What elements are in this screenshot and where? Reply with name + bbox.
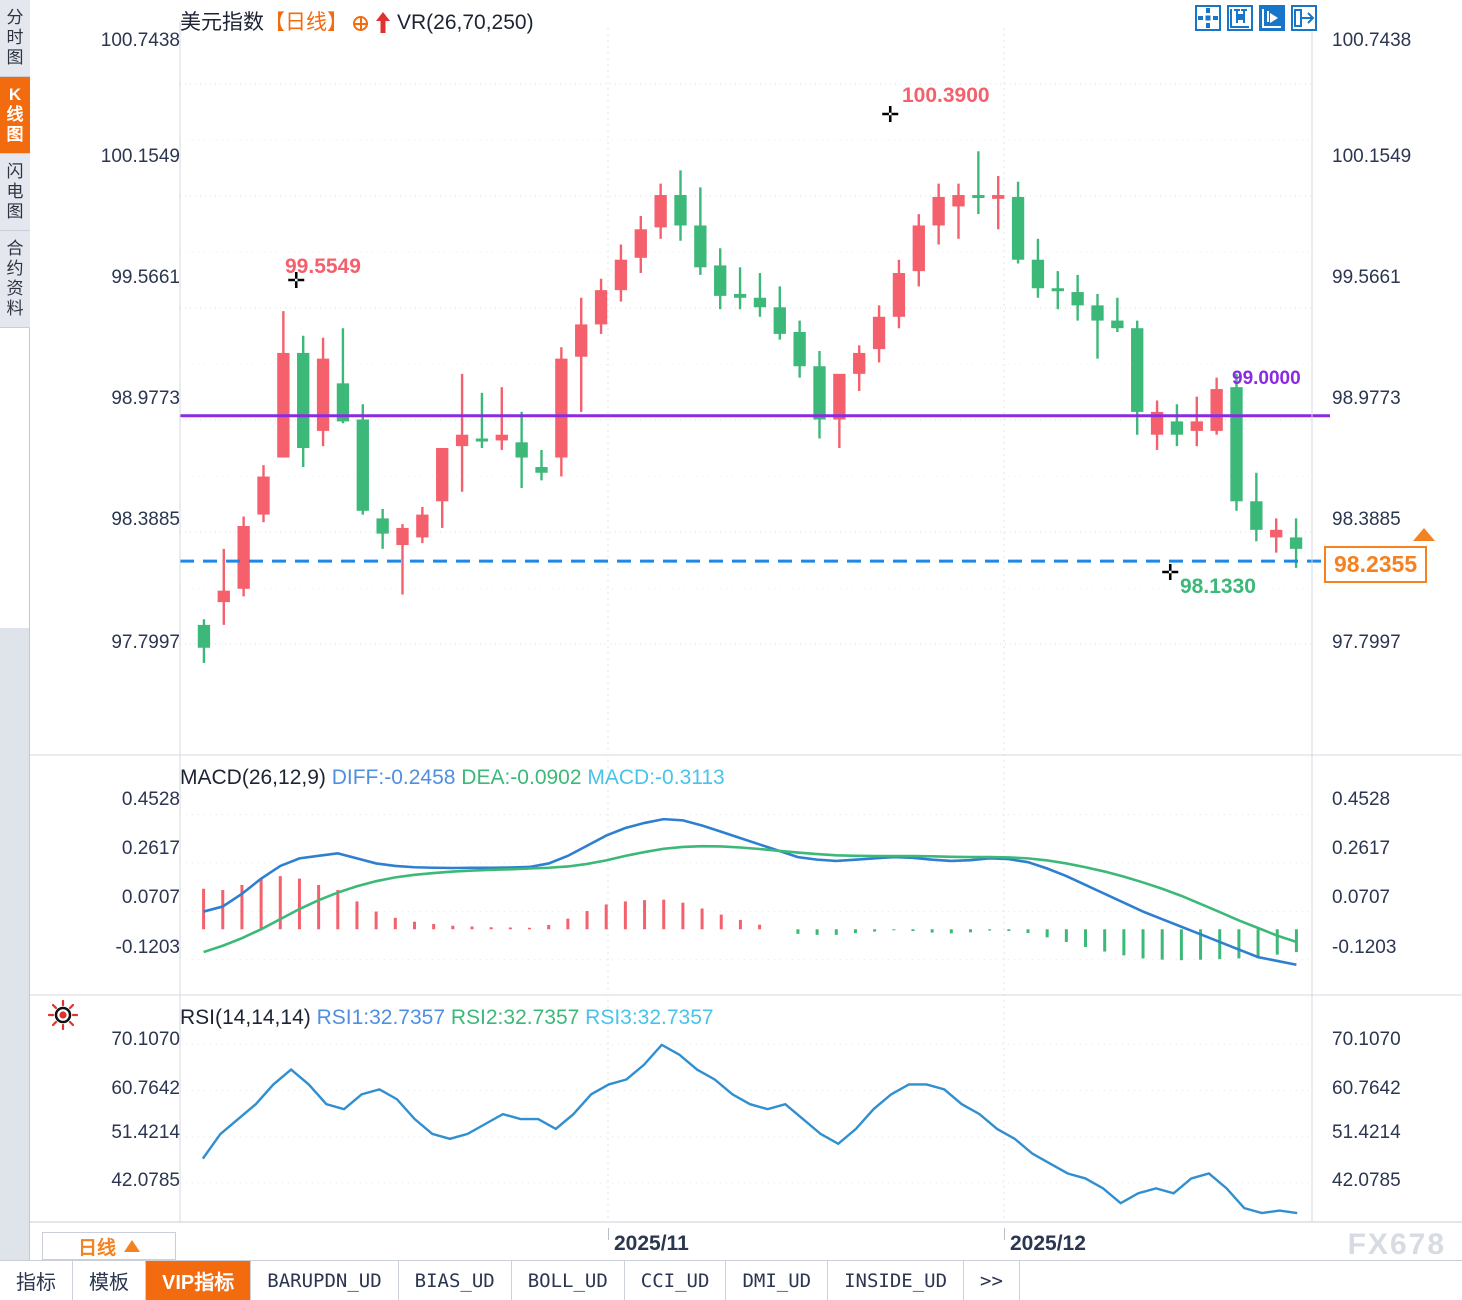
price-tick-right-1: 100.1549	[1332, 146, 1412, 167]
chart-toolbar	[1195, 5, 1317, 31]
price-tick-right-2: 99.5661	[1332, 267, 1401, 288]
rsi-title: RSI(14,14,14) RSI1:32.7357 RSI2:32.7357 …	[180, 1006, 714, 1030]
triangle-up-icon	[124, 1240, 140, 1252]
tab-bias-ud[interactable]: BIAS_UD	[399, 1261, 512, 1300]
price-tick-left-5: 97.7997	[111, 632, 180, 653]
rsi-tick-left-3: 42.0785	[111, 1170, 180, 1191]
period-selector-button[interactable]: 日线	[42, 1232, 176, 1260]
price-tick-right-3: 98.9773	[1332, 388, 1401, 409]
rsi-tick-left-2: 51.4214	[111, 1122, 180, 1143]
current-price-arrow-icon	[1413, 528, 1435, 541]
bottom-tab-bar: 指标 模板 VIP指标 BARUPDN_UD BIAS_UD BOLL_UD C…	[0, 1260, 1462, 1300]
zoom-axis-icon[interactable]	[1259, 5, 1285, 31]
expand-right-icon[interactable]	[1291, 5, 1317, 31]
macd-macd-value: MACD:-0.3113	[587, 766, 725, 789]
indicator-params: VR(26,70,250)	[397, 11, 534, 34]
macd-tick-right-0: 0.4528	[1332, 789, 1391, 810]
sidebar-tab-kline[interactable]: K线图	[0, 77, 30, 154]
sidebar-rail: 分时图 K线图 闪电图 合约资料	[0, 0, 30, 1260]
rsi-tick-right-1: 60.7642	[1332, 1078, 1401, 1099]
tab-vip-indicators[interactable]: VIP指标	[146, 1261, 252, 1300]
high-annotation-right: 100.3900	[902, 84, 990, 107]
macd-tick-left-1: 0.2617	[121, 838, 180, 859]
bottom-bar-spacer	[1020, 1261, 1462, 1300]
rsi1-value: RSI1:32.7357	[316, 1006, 446, 1029]
price-tick-right-5: 97.7997	[1332, 632, 1401, 653]
high-marker-left-crosshair: ✛	[287, 268, 306, 293]
rsi-tick-right-3: 42.0785	[1332, 1170, 1401, 1191]
sidebar-tab-lightning[interactable]: 闪电图	[0, 154, 30, 231]
rsi-tick-right-2: 51.4214	[1332, 1122, 1401, 1143]
period-label: 【日线】	[264, 11, 348, 34]
rsi-tick-left-0: 70.1070	[111, 1029, 180, 1050]
macd-title: MACD(26,12,9) DIFF:-0.2458 DEA:-0.0902 M…	[180, 766, 725, 790]
low-annotation-right: 98.1330	[1180, 575, 1256, 598]
watermark: FX678	[1347, 1228, 1446, 1261]
chart-canvas	[30, 22, 1462, 1223]
sidebar-tab-timeshare[interactable]: 分时图	[0, 0, 30, 77]
rsi-tick-right-0: 70.1070	[1332, 1029, 1401, 1050]
hline-label: 99.0000	[1232, 368, 1301, 389]
low-marker-right-crosshair: ✛	[1161, 560, 1180, 585]
date-tick-2025-11	[608, 1228, 609, 1240]
sun-settings-icon[interactable]	[48, 1000, 78, 1030]
tab-barupdn-ud[interactable]: BARUPDN_UD	[251, 1261, 399, 1300]
symbol-name: 美元指数	[180, 11, 264, 34]
price-tick-left-3: 98.9773	[111, 388, 180, 409]
macd-tick-left-2: 0.0707	[121, 887, 180, 908]
rsi2-value: RSI2:32.7357	[450, 1006, 580, 1029]
macd-tick-right-3: -0.1203	[1332, 937, 1397, 958]
tab-dmi-ud[interactable]: DMI_UD	[726, 1261, 829, 1300]
macd-tick-right-1: 0.2617	[1332, 838, 1391, 859]
macd-tick-left-0: 0.4528	[121, 789, 180, 810]
tab-indicators[interactable]: 指标	[0, 1261, 73, 1300]
crosshair-move-icon[interactable]	[1195, 5, 1221, 31]
macd-tick-left-3: -0.1203	[115, 937, 180, 958]
macd-tick-right-2: 0.0707	[1332, 887, 1391, 908]
current-price-badge[interactable]: 98.2355	[1324, 546, 1428, 583]
rsi-tick-left-1: 60.7642	[111, 1078, 180, 1099]
crosshair-circle-icon[interactable]	[353, 15, 368, 31]
tab-boll-ud[interactable]: BOLL_UD	[512, 1261, 625, 1300]
high-marker-right-crosshair: ✛	[881, 102, 900, 127]
rsi-name: RSI(14,14,14)	[180, 1006, 311, 1029]
macd-name: MACD(26,12,9)	[180, 766, 326, 789]
price-tick-left-4: 98.3885	[111, 509, 180, 530]
price-tick-left-1: 100.1549	[100, 146, 180, 167]
date-label-2025-11: 2025/11	[614, 1232, 689, 1255]
tab-more[interactable]: >>	[964, 1261, 1020, 1300]
macd-dea-value: DEA:-0.0902	[461, 766, 582, 789]
macd-diff-value: DIFF:-0.2458	[331, 766, 456, 789]
period-selector-label: 日线	[77, 1237, 116, 1259]
price-tick-right-0: 100.7438	[1332, 30, 1412, 51]
high-annotation-left: 99.5549	[285, 255, 361, 278]
price-tick-left-2: 99.5661	[111, 267, 180, 288]
tab-cci-ud[interactable]: CCI_UD	[625, 1261, 727, 1300]
tab-inside-ud[interactable]: INSIDE_UD	[828, 1261, 965, 1300]
up-arrow-icon	[375, 12, 391, 34]
measure-vertical-icon[interactable]	[1227, 5, 1253, 31]
chart-area: 美元指数【日线】 VR(26,70,250)	[30, 0, 1462, 1261]
tab-templates[interactable]: 模板	[73, 1261, 146, 1300]
sidebar-filler	[0, 328, 29, 628]
sidebar-tab-contract-info[interactable]: 合约资料	[0, 231, 30, 328]
chart-title-bar: 美元指数【日线】 VR(26,70,250)	[180, 6, 534, 36]
rsi3-value: RSI3:32.7357	[585, 1006, 714, 1029]
price-tick-right-4: 98.3885	[1332, 509, 1401, 530]
date-label-2025-12: 2025/12	[1010, 1232, 1086, 1255]
price-tick-left-0: 100.7438	[100, 30, 180, 51]
date-tick-2025-12	[1004, 1228, 1005, 1240]
